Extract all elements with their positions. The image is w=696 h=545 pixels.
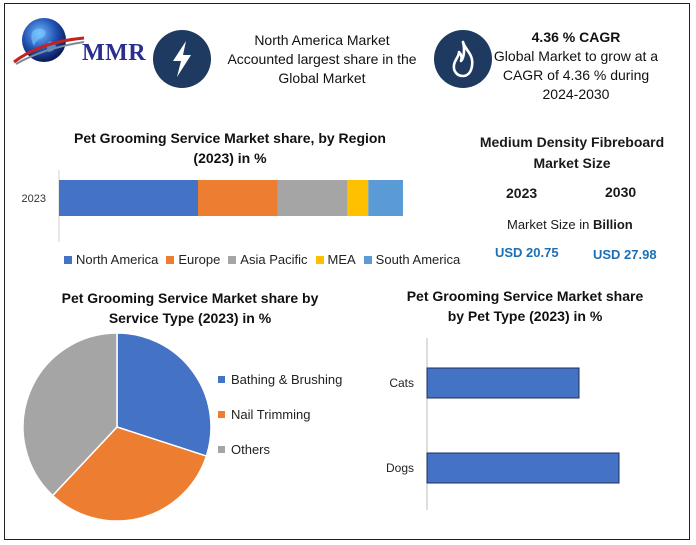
mdf-title: Medium Density Fibreboard Market Size (479, 134, 665, 171)
legend-label: Bathing & Brushing (231, 372, 343, 387)
pet-bar-cats (426, 367, 580, 399)
legend-item-south-america: South America (363, 252, 461, 267)
legend-label: Asia Pacific (240, 252, 308, 267)
pet-bar-dogs (426, 452, 620, 484)
mdf-year-2030: 2030 (605, 184, 637, 200)
lightning-icon (173, 41, 191, 77)
pet-category-label: Cats (389, 376, 414, 390)
legend-item-europe: Europe (166, 252, 220, 267)
pie-legend-item: Others (218, 432, 342, 467)
region-segment-mea (347, 180, 369, 216)
region-segment-north-america (59, 180, 198, 216)
mdf-value-2023: USD 20.75 (495, 245, 559, 260)
pet-bar-chart: Cats Dogs (386, 338, 620, 510)
service-chart-title: Pet Grooming Service Market share by Ser… (61, 290, 319, 326)
lightning-badge (153, 30, 211, 88)
region-segment-europe (197, 180, 278, 216)
legend-item-asia-pacific: Asia Pacific (228, 252, 308, 267)
region-chart-title: Pet Grooming Service Market share, by Re… (74, 130, 386, 166)
service-pie-chart (22, 332, 212, 522)
legend-label: MEA (327, 252, 356, 267)
flame-badge (434, 30, 492, 88)
region-legend: North America Europe Asia Pacific MEA South … (64, 252, 468, 267)
na-text: North America Market Accounted largest s… (227, 32, 417, 86)
legend-swatch (218, 411, 225, 418)
pie-slice-bathing-brushing (116, 332, 212, 457)
legend-item-north-america: North America (64, 252, 158, 267)
legend-swatch (228, 255, 237, 264)
mdf-value-2030: USD 27.98 (593, 247, 657, 262)
mdf-size-label: Market Size in Billion (507, 217, 633, 232)
flame-icon (452, 40, 474, 78)
mdf-size-unit: Billion (592, 217, 633, 232)
legend-swatch (218, 376, 225, 383)
cagr-title: 4.36 % CAGR (531, 29, 621, 45)
pet-category-label: Dogs (386, 461, 414, 475)
legend-label: North America (76, 252, 159, 267)
legend-swatch (218, 446, 225, 453)
pie-legend-item: Bathing & Brushing (218, 362, 342, 397)
pie-slice-others (22, 332, 118, 497)
mdf-year-2023: 2023 (506, 185, 538, 201)
cagr-text: Global Market to grow at a CAGR of 4.36 … (493, 48, 659, 102)
service-legend: Bathing & Brushing Nail Trimming Others (218, 362, 342, 467)
legend-label: Europe (178, 252, 221, 267)
region-chart: 2023 (22, 170, 403, 242)
cagr-block: 4.36 % CAGR Global Market to grow at a C… (490, 28, 662, 104)
legend-label: Others (231, 442, 271, 457)
legend-item-mea: MEA (315, 252, 356, 267)
pie-slice-nail-trimming (51, 426, 208, 522)
mdf-size-text: Market Size in (507, 217, 593, 232)
pie-legend-item: Nail Trimming (218, 397, 342, 432)
legend-swatch (315, 255, 324, 264)
globe-icon (13, 18, 85, 65)
legend-label: South America (375, 252, 461, 267)
legend-swatch (363, 255, 372, 264)
region-segment-south-america (368, 180, 403, 216)
logo-text: MMR (82, 40, 147, 66)
category-label: 2023 (22, 193, 46, 205)
legend-swatch (64, 255, 72, 264)
pet-chart-title: Pet Grooming Service Market share by Pet… (406, 288, 644, 324)
legend-label: Nail Trimming (231, 407, 311, 422)
legend-swatch (166, 255, 175, 264)
region-segment-asia-pacific (277, 180, 348, 216)
brand-logo: MMR (10, 12, 146, 74)
